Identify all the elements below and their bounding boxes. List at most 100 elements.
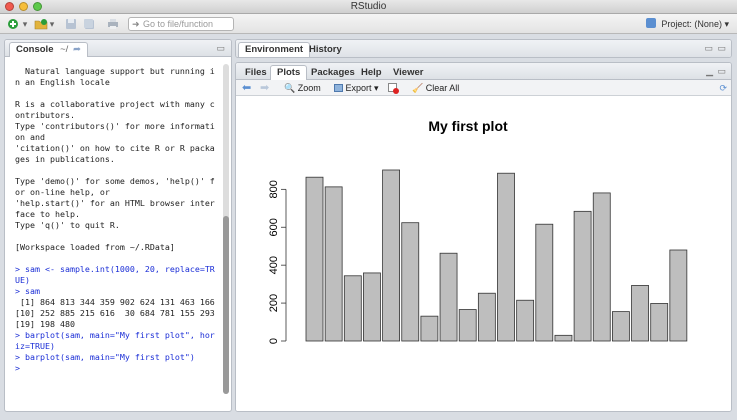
y-tick-label: 0 bbox=[268, 338, 280, 344]
window-titlebar: RStudio bbox=[0, 0, 737, 14]
console-output-line: Type 'contributors()' for more informati bbox=[15, 121, 215, 131]
console-output-line: or on-line help, or bbox=[15, 187, 110, 197]
console-command-line: UE) bbox=[15, 275, 30, 285]
new-file-button[interactable] bbox=[5, 17, 23, 31]
console-output-line: ges in publications. bbox=[15, 154, 115, 164]
close-window-button[interactable] bbox=[5, 2, 14, 11]
project-menu[interactable]: Project: (None) ▾ bbox=[645, 17, 729, 31]
bar-12 bbox=[516, 299, 535, 342]
refresh-icon[interactable]: ⟳ bbox=[719, 83, 727, 93]
console-command-line: iz=TRUE) bbox=[15, 341, 55, 351]
console-output-line: [Workspace loaded from ~/.RData] bbox=[15, 242, 175, 252]
y-tick-label: 600 bbox=[268, 218, 280, 236]
y-tick-label: 400 bbox=[268, 256, 280, 274]
tab-viewer[interactable]: Viewer bbox=[393, 67, 424, 78]
console-command-line: > sam <- sample.int(1000, 20, replace=TR bbox=[15, 264, 215, 274]
console-output-line bbox=[15, 231, 225, 242]
remove-plot-button[interactable] bbox=[388, 82, 399, 94]
bar-2 bbox=[324, 186, 343, 342]
y-tick-label: 800 bbox=[268, 180, 280, 198]
print-button[interactable] bbox=[106, 17, 120, 31]
zoom-button[interactable]: 🔍 Zoom bbox=[284, 82, 321, 94]
console-path: ~/ bbox=[60, 44, 69, 55]
save-button[interactable] bbox=[64, 17, 78, 31]
minimize-window-button[interactable] bbox=[19, 2, 28, 11]
open-folder-icon bbox=[34, 19, 48, 30]
project-icon bbox=[645, 18, 656, 28]
bar-9 bbox=[458, 309, 477, 342]
console-command-line: > barplot(sam, main="My first plot", hor bbox=[15, 330, 215, 340]
tab-environment[interactable]: Environment bbox=[238, 42, 311, 57]
bar-6 bbox=[401, 222, 420, 342]
new-file-icon bbox=[8, 19, 18, 29]
console-output-line: 'help.start()' for an HTML browser inter bbox=[15, 198, 215, 208]
maximize-pane-icon[interactable]: ▭ bbox=[717, 66, 726, 76]
console-output-line: 'citation()' on how to cite R or R packa bbox=[15, 143, 215, 153]
bar-13 bbox=[535, 223, 554, 342]
clear-all-label: Clear All bbox=[425, 83, 460, 93]
console-command-line: > barplot(sam, main="My first plot") bbox=[15, 352, 195, 362]
console-pane: Console ~/ ➦ ▭ Natural language support … bbox=[4, 39, 232, 412]
console-scrollbar-thumb[interactable] bbox=[223, 216, 229, 394]
open-project-button[interactable] bbox=[32, 17, 50, 31]
tab-files[interactable]: Files bbox=[245, 67, 267, 78]
console-output-line: Type 'demo()' for some demos, 'help()' f bbox=[15, 176, 215, 186]
save-all-button[interactable] bbox=[82, 17, 96, 31]
bar-11 bbox=[497, 172, 515, 342]
console-header: Console ~/ ➦ ▭ bbox=[5, 40, 231, 57]
broom-icon: 🧹 bbox=[412, 83, 424, 93]
environment-tabstrip: Environment History ▭ ▭ bbox=[236, 40, 731, 57]
tab-plots[interactable]: Plots bbox=[270, 65, 308, 80]
y-tick-label: 200 bbox=[268, 294, 280, 312]
chevron-down-icon: ▾ bbox=[374, 83, 379, 93]
print-icon bbox=[108, 19, 118, 29]
console-output-line: Natural language support but running i bbox=[15, 66, 215, 76]
bar-14 bbox=[554, 334, 573, 342]
main-toolbar: ▾ ▾ ➜ Go to file/function Project: (None… bbox=[0, 14, 737, 34]
bar-17 bbox=[611, 311, 630, 342]
save-all-icon bbox=[84, 19, 94, 29]
console-output-line: R is a collaborative project with many c bbox=[15, 99, 215, 109]
console-output-line: ontributors. bbox=[15, 110, 75, 120]
console-output-line bbox=[15, 165, 225, 176]
minimize-pane-icon[interactable]: ▁ bbox=[706, 66, 713, 76]
export-button[interactable]: Export ▾ bbox=[334, 82, 379, 94]
tab-history[interactable]: History bbox=[309, 44, 342, 55]
forward-arrow-icon[interactable]: ➡ bbox=[260, 82, 270, 94]
tab-packages[interactable]: Packages bbox=[311, 67, 355, 78]
barplot-chart: My first plot 0 200 400 600 800 bbox=[268, 118, 688, 344]
bar-4 bbox=[363, 272, 381, 342]
tab-console[interactable]: Console ~/ ➦ bbox=[9, 42, 88, 57]
console-output-line: [19] 198 480 bbox=[15, 319, 75, 329]
console-output-line bbox=[15, 88, 225, 99]
tab-help[interactable]: Help bbox=[361, 67, 382, 78]
plots-pane: Files Plots Packages Help Viewer ▁ ▭ ⬅ ➡… bbox=[235, 62, 732, 412]
console-output-line: on and bbox=[15, 132, 45, 142]
open-project-dropdown[interactable]: ▾ bbox=[49, 18, 55, 29]
clear-all-button[interactable]: 🧹 Clear All bbox=[412, 82, 459, 94]
new-file-dropdown[interactable]: ▾ bbox=[22, 18, 28, 29]
bar-3 bbox=[343, 275, 362, 342]
goto-file-function-input[interactable]: ➜ Go to file/function bbox=[128, 17, 234, 31]
plot-canvas: My first plot 0 200 400 600 800 bbox=[236, 97, 731, 411]
bar-18 bbox=[631, 285, 649, 342]
console-output-line: Type 'q()' to quit R. bbox=[15, 220, 120, 230]
restore-pane-icon[interactable]: ▭ bbox=[704, 43, 713, 53]
chart-title: My first plot bbox=[428, 118, 508, 134]
goto-arrow-icon: ➜ bbox=[132, 19, 140, 29]
bar-19 bbox=[650, 303, 669, 342]
zoom-window-button[interactable] bbox=[33, 2, 42, 11]
zoom-icon: 🔍 bbox=[284, 83, 296, 93]
maximize-pane-icon[interactable]: ▭ bbox=[717, 43, 726, 53]
export-label: Export bbox=[345, 83, 372, 93]
bar-7 bbox=[420, 315, 439, 342]
save-icon bbox=[66, 19, 76, 29]
go-to-directory-icon[interactable]: ➦ bbox=[72, 44, 81, 55]
back-arrow-icon[interactable]: ⬅ bbox=[242, 82, 252, 94]
bar-1 bbox=[305, 176, 324, 342]
maximize-pane-icon[interactable]: ▭ bbox=[216, 43, 225, 53]
plots-tabstrip: Files Plots Packages Help Viewer ▁ ▭ bbox=[236, 63, 731, 80]
console-command-line: > bbox=[15, 363, 20, 373]
chevron-down-icon: ▾ bbox=[724, 19, 729, 29]
